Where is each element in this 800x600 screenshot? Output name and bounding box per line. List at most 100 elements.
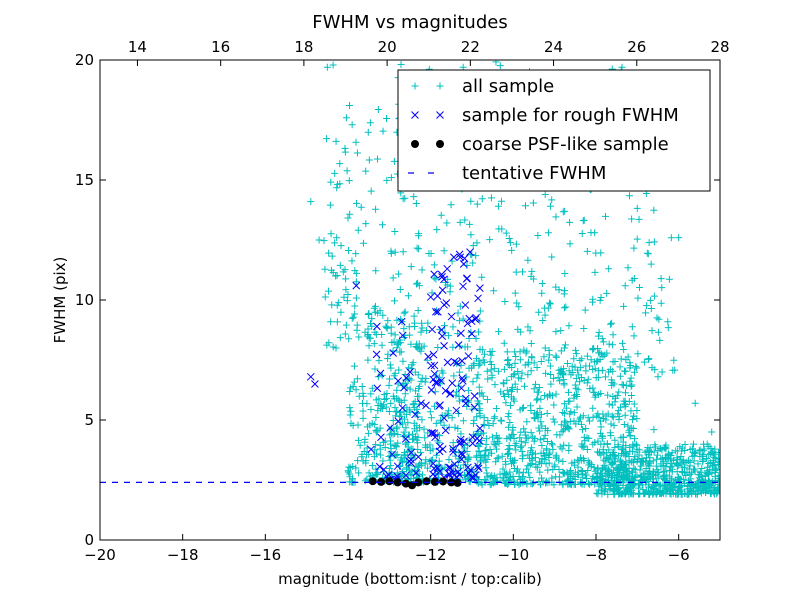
data-point (422, 326, 430, 334)
data-point (374, 106, 382, 114)
data-point (520, 346, 528, 354)
data-point (432, 419, 440, 427)
x-axis-label: magnitude (bottom:isnt / top:calib) (278, 570, 542, 588)
data-point (458, 451, 467, 459)
data-point (353, 149, 361, 157)
data-point (372, 350, 381, 359)
data-point (427, 429, 436, 438)
data-point (457, 384, 466, 393)
data-point (480, 350, 488, 358)
data-point (333, 184, 341, 192)
data-point (359, 407, 367, 415)
data-point (367, 406, 375, 414)
data-point (527, 339, 535, 347)
data-point (368, 384, 376, 392)
data-point (650, 238, 658, 246)
data-point (486, 445, 494, 453)
data-point (449, 444, 457, 453)
data-point (454, 409, 462, 417)
data-point (494, 478, 502, 486)
data-point (531, 450, 539, 458)
data-point (460, 437, 468, 446)
data-point (501, 469, 509, 477)
data-point (506, 419, 514, 427)
data-point (517, 328, 525, 336)
data-point (336, 261, 344, 269)
data-point (344, 214, 352, 222)
data-point (329, 343, 337, 351)
data-point (490, 365, 498, 373)
data-point (557, 347, 565, 355)
data-point (537, 357, 545, 365)
data-point (391, 227, 399, 235)
data-point (333, 234, 341, 242)
data-point (588, 298, 596, 306)
data-point (437, 326, 446, 334)
data-point (492, 458, 500, 466)
data-point (432, 307, 440, 316)
data-point (387, 462, 395, 470)
data-point (560, 379, 568, 387)
data-point (517, 428, 525, 436)
data-point (397, 315, 405, 323)
data-point (399, 457, 407, 465)
data-point (375, 462, 384, 471)
data-point (488, 347, 496, 355)
data-point (345, 463, 353, 471)
data-point (359, 414, 367, 422)
data-point (408, 481, 417, 490)
data-point (515, 303, 523, 311)
data-point (454, 468, 462, 476)
data-point (490, 287, 498, 295)
data-point (543, 446, 551, 454)
data-point (393, 316, 401, 324)
data-point (345, 247, 353, 255)
data-point (696, 446, 704, 454)
legend-marker-x (411, 111, 419, 119)
data-point (345, 335, 353, 343)
data-point (639, 470, 647, 478)
data-point (346, 388, 354, 396)
data-point (712, 466, 720, 474)
data-point (587, 462, 595, 470)
data-point (584, 467, 592, 475)
data-point (497, 416, 505, 424)
data-point (467, 473, 476, 482)
data-point (464, 386, 472, 394)
data-point (418, 266, 426, 274)
data-point (567, 408, 575, 416)
data-point (478, 454, 486, 462)
data-point (414, 463, 422, 471)
data-point (364, 310, 372, 318)
top-tick-label: 24 (544, 38, 563, 56)
data-point (603, 349, 611, 357)
data-point (655, 315, 663, 323)
data-point (503, 386, 511, 394)
data-point (393, 423, 401, 431)
data-point (409, 359, 417, 367)
data-point (488, 371, 496, 379)
data-point (639, 486, 647, 494)
data-point (573, 471, 581, 479)
data-point (584, 479, 592, 487)
data-point (446, 389, 455, 398)
data-point (602, 454, 610, 462)
data-point (336, 180, 344, 188)
data-point (597, 293, 605, 301)
data-point (711, 461, 719, 469)
data-point (667, 234, 675, 242)
data-point (443, 358, 452, 367)
data-point (325, 287, 333, 295)
data-point (622, 382, 630, 390)
x-tick-label: −20 (84, 546, 116, 564)
data-point (557, 421, 565, 429)
data-point (405, 323, 413, 331)
data-point (409, 430, 417, 438)
data-point (619, 474, 627, 482)
data-point (535, 384, 543, 392)
data-point (475, 400, 483, 408)
data-point (660, 490, 668, 498)
data-point (393, 478, 402, 487)
data-point (490, 414, 498, 422)
data-point (535, 478, 543, 486)
